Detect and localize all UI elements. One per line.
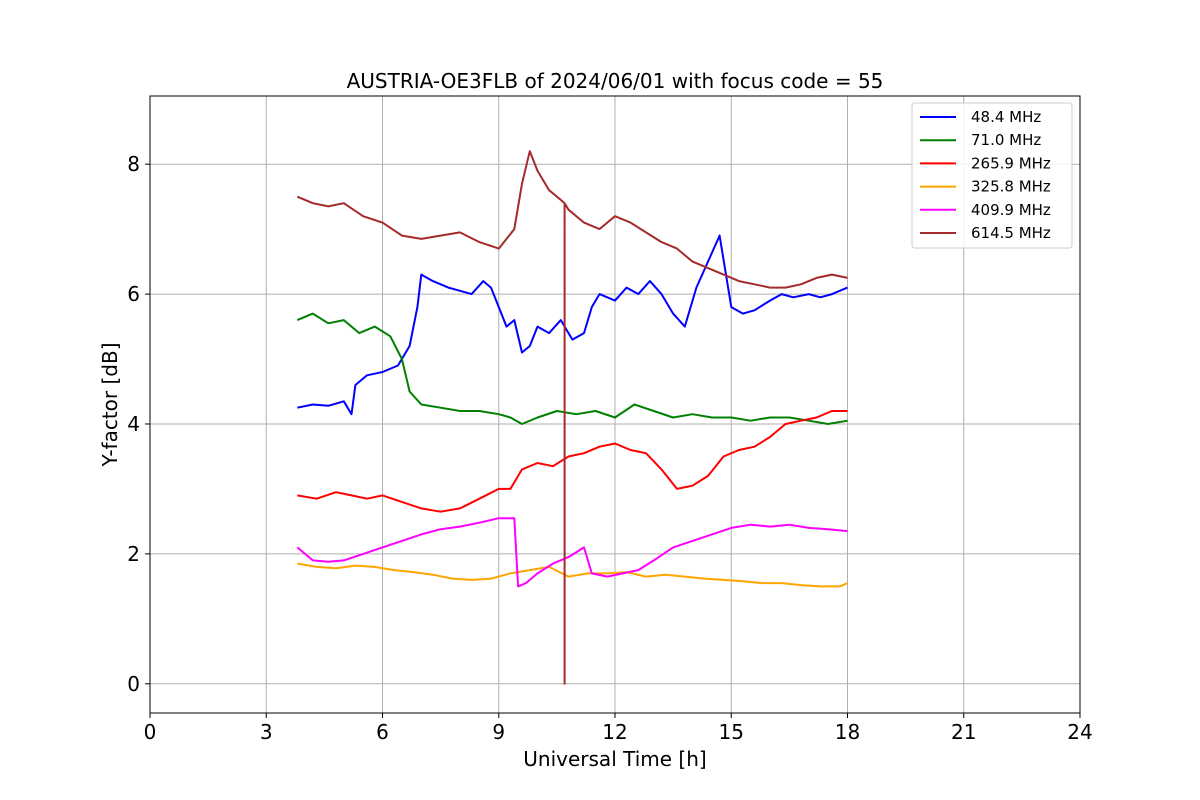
series-line-409-9-mhz (296, 517, 848, 588)
y-tick-label: 6 (127, 282, 140, 306)
y-tick-label: 8 (127, 152, 140, 176)
series-line-48-4-mhz (297, 234, 848, 416)
x-tick-label: 21 (951, 720, 976, 744)
legend: 48.4 MHz 71.0 MHz 265.9 MHz 325.8 MHz 409.9 … (911, 102, 1073, 249)
y-tick-label: 0 (127, 672, 140, 696)
legend-label: 325.8 MHz (971, 178, 1051, 196)
x-tick-label: 15 (719, 720, 744, 744)
y-axis-label: Y-factor [dB] (98, 342, 122, 467)
x-axis-label: Universal Time [h] (523, 747, 706, 771)
y-tick-label: 4 (127, 412, 140, 436)
x-tick-label: 12 (602, 720, 627, 744)
x-tick-label: 0 (144, 720, 157, 744)
x-tick-label: 9 (492, 720, 505, 744)
legend-label: 409.9 MHz (971, 201, 1051, 219)
y-tick-label: 2 (127, 542, 140, 566)
series-line-325-8-mhz (297, 562, 848, 588)
x-tick-label: 3 (260, 720, 273, 744)
series-line-265-9-mhz (297, 410, 848, 513)
data-series (296, 150, 848, 685)
legend-label: 614.5 MHz (971, 224, 1051, 242)
legend-label: 48.4 MHz (971, 108, 1041, 126)
series-line-614-5-mhz (296, 150, 848, 685)
legend-label: 265.9 MHz (971, 154, 1051, 172)
series-line-71-0-mhz (296, 312, 848, 425)
chart-title: AUSTRIA-OE3FLB of 2024/06/01 with focus … (347, 69, 884, 93)
legend-label: 71.0 MHz (971, 131, 1041, 149)
x-tick-label: 24 (1067, 720, 1092, 744)
x-tick-label: 6 (376, 720, 389, 744)
x-tick-label: 18 (835, 720, 860, 744)
